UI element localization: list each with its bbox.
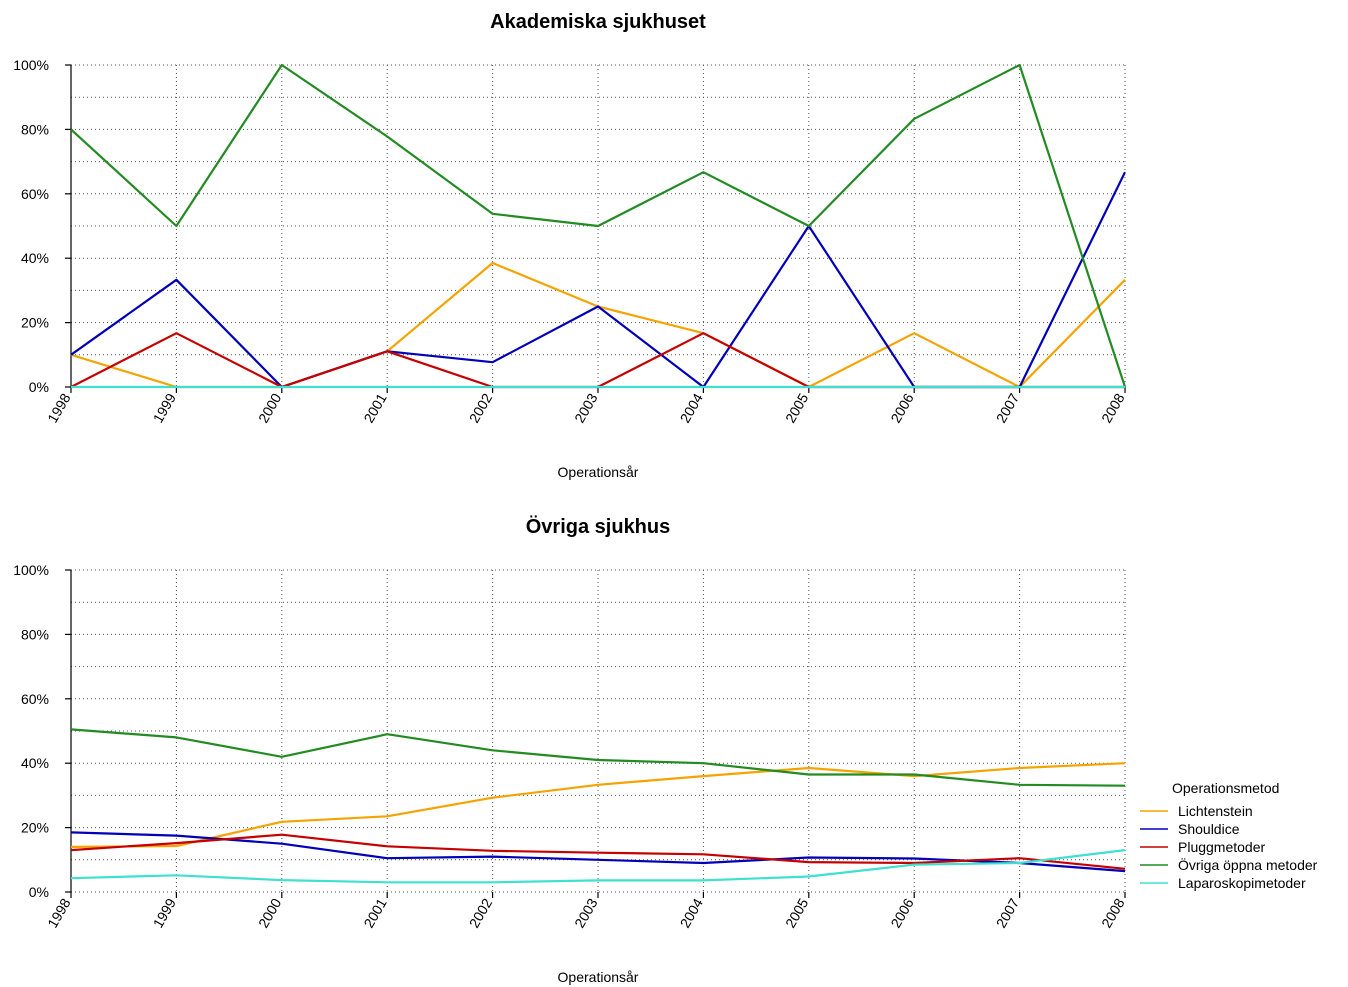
y-tick-label: 40% — [21, 250, 49, 266]
series-group — [70, 63, 1127, 389]
x-tick-label: 2003 — [571, 390, 601, 425]
x-tick-labels: 1998 1999 2000 2001 2002 2003 2004 2005 2006 2007… — [44, 390, 1128, 425]
legend: Operationsmetod Lichtenstein Shouldice Plu… — [1140, 780, 1318, 891]
series-line-shouldice — [70, 171, 1126, 389]
y-tick-label: 80% — [21, 626, 49, 642]
y-tick-label: 0% — [29, 379, 49, 395]
y-tick-label: 100% — [13, 57, 49, 73]
y-tick-label: 0% — [29, 884, 49, 900]
x-axis-label: Operationsår — [558, 969, 639, 985]
x-tick-label: 1999 — [150, 895, 180, 930]
legend-items: Lichtenstein Shouldice PluggmetoderÖvriga … — [1140, 803, 1318, 891]
x-tick-label: 1998 — [44, 895, 74, 930]
x-tick-label: 1999 — [150, 390, 180, 425]
series-line-lichtenstein — [70, 762, 1126, 848]
x-tick-label: 2000 — [255, 895, 285, 930]
x-tick-label: 2006 — [887, 390, 917, 425]
x-tick-labels: 1998 1999 2000 2001 2002 2003 2004 2005 2006 2007… — [44, 895, 1128, 930]
x-tick-label: 2001 — [360, 390, 390, 425]
x-tick-label: 2002 — [466, 895, 496, 930]
y-tick-label: 20% — [21, 315, 49, 331]
series-line-laparoskopi — [70, 849, 1126, 884]
legend-title: Operationsmetod — [1172, 780, 1279, 796]
y-tick-label: 100% — [13, 562, 49, 578]
legend-label-shouldice: Shouldice — [1178, 821, 1240, 837]
series-line-ovriga — [70, 728, 1126, 787]
x-tick-label: 2008 — [1098, 895, 1128, 930]
x-tick-label: 2007 — [993, 895, 1023, 930]
axes — [65, 569, 1126, 898]
y-tick-label: 40% — [21, 755, 49, 771]
x-axis-label: Operationsår — [558, 464, 639, 480]
legend-label-plugg: Pluggmetoder — [1178, 839, 1266, 855]
series-line-ovriga — [70, 63, 1127, 388]
grid — [70, 569, 1126, 893]
x-tick-label: 2002 — [466, 390, 496, 425]
series-line-shouldice — [70, 831, 1126, 873]
x-tick-label: 2005 — [782, 895, 812, 930]
y-tick-label: 60% — [21, 691, 49, 707]
x-tick-label: 2004 — [677, 895, 707, 930]
y-tick-label: 20% — [21, 820, 49, 836]
y-tick-label: 60% — [21, 186, 49, 202]
x-tick-label: 1998 — [44, 390, 74, 425]
legend-label-laparoskopi: Laparoskopimetoder — [1178, 875, 1306, 891]
chart-title: Övriga sjukhus — [526, 515, 671, 538]
chart-ovriga: Övriga sjukhus 1998 1999 2000 2001 2002 2003 2… — [13, 515, 1128, 985]
y-tick-labels: 0% 20% 40% 60% 80% 100% — [13, 57, 49, 395]
chart-title: Akademiska sjukhuset — [490, 11, 706, 33]
x-tick-label: 2000 — [255, 390, 285, 425]
x-tick-label: 2007 — [993, 390, 1023, 425]
series-line-plugg — [70, 833, 1126, 870]
x-tick-label: 2004 — [677, 390, 707, 425]
y-tick-label: 80% — [21, 121, 49, 137]
axes — [65, 64, 1126, 393]
legend-label-ovriga: Övriga öppna metoder — [1178, 856, 1318, 873]
legend-label-lichtenstein: Lichtenstein — [1178, 803, 1253, 819]
series-group — [70, 728, 1126, 884]
x-tick-label: 2006 — [887, 895, 917, 930]
x-tick-label: 2005 — [782, 390, 812, 425]
chart-akademiska: Akademiska sjukhuset 1998 1999 2000 2001 200… — [13, 11, 1128, 480]
y-tick-labels: 0% 20% 40% 60% 80% 100% — [13, 562, 49, 900]
x-tick-label: 2001 — [360, 895, 390, 930]
x-tick-label: 2008 — [1098, 390, 1128, 425]
x-tick-label: 2003 — [571, 895, 601, 930]
